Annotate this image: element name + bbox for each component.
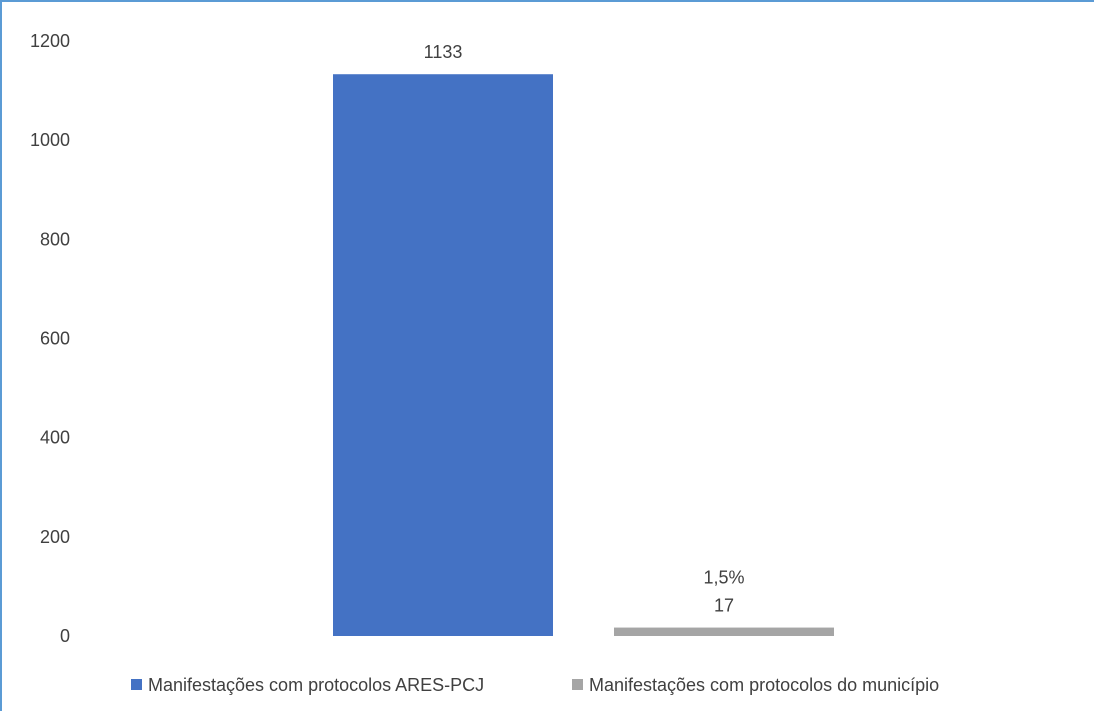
bars bbox=[333, 74, 834, 637]
legend-swatch bbox=[131, 679, 142, 690]
y-tick-label: 200 bbox=[40, 527, 70, 547]
data-label: 1,5% bbox=[703, 568, 744, 588]
y-tick-label: 400 bbox=[40, 428, 70, 448]
y-tick-label: 1200 bbox=[30, 31, 70, 51]
legend: Manifestações com protocolos ARES-PCJ Man… bbox=[131, 675, 939, 695]
data-label: 17 bbox=[714, 596, 734, 616]
legend-swatch bbox=[572, 679, 583, 690]
bar bbox=[614, 627, 834, 636]
legend-item: Manifestações com protocolos do municípi… bbox=[572, 675, 939, 695]
data-label: 1133 bbox=[424, 42, 463, 62]
y-tick-label: 600 bbox=[40, 329, 70, 349]
y-tick-label: 0 bbox=[60, 626, 70, 646]
legend-label: Manifestações com protocolos do municípi… bbox=[589, 675, 939, 695]
legend-label: Manifestações com protocolos ARES-PCJ bbox=[148, 675, 484, 695]
y-tick-label: 800 bbox=[40, 229, 70, 249]
bar bbox=[333, 74, 553, 637]
data-labels: 1133 1,5% 17 bbox=[424, 42, 745, 615]
y-axis: 0 200 400 600 800 1000 1200 bbox=[30, 31, 70, 646]
legend-item: Manifestações com protocolos ARES-PCJ bbox=[131, 675, 484, 695]
y-tick-label: 1000 bbox=[30, 130, 70, 150]
